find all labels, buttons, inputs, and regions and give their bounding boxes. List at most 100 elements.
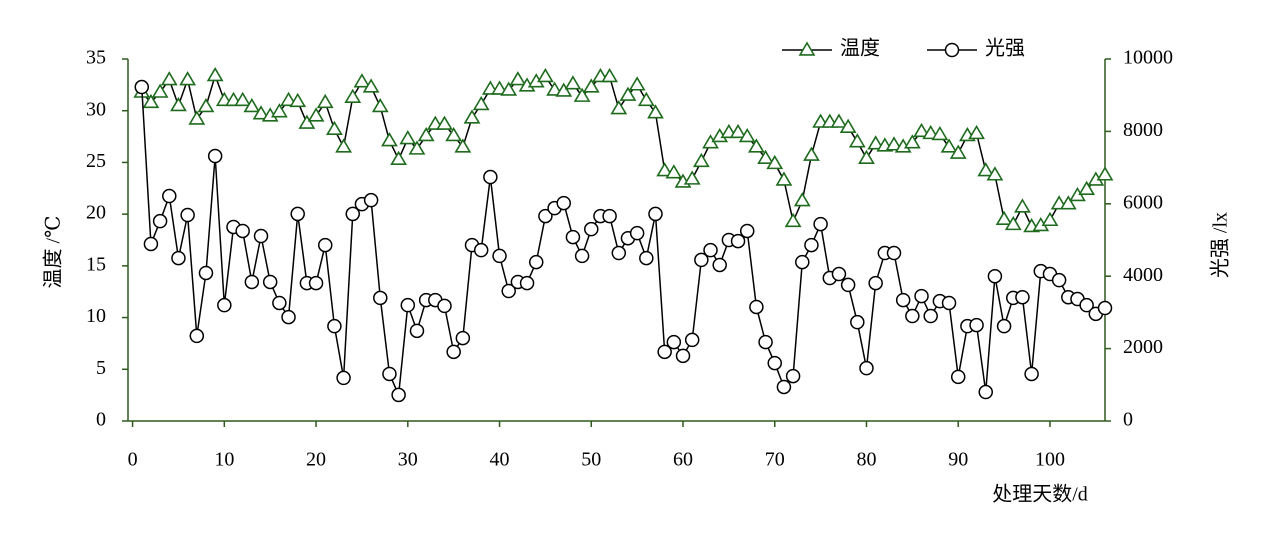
data-point	[501, 283, 516, 299]
data-point	[206, 66, 224, 82]
data-point	[913, 122, 930, 138]
y2-axis-label: 光强 /lx	[1209, 212, 1232, 278]
data-point	[683, 170, 701, 185]
data-point	[628, 76, 646, 91]
data-point	[408, 140, 426, 155]
data-point	[905, 308, 920, 324]
x-tick-label: 60	[673, 449, 693, 471]
data-point	[830, 113, 848, 128]
data-point	[584, 221, 599, 237]
data-point	[537, 68, 554, 83]
data-point	[738, 127, 756, 143]
data-point	[446, 344, 461, 360]
data-point	[445, 126, 463, 142]
data-point	[803, 146, 820, 161]
data-point	[941, 295, 957, 311]
data-point	[730, 233, 746, 249]
data-point	[345, 206, 361, 222]
data-point	[1041, 211, 1059, 227]
y2-tick-label: 2000	[1123, 336, 1163, 358]
data-point	[362, 78, 380, 93]
data-point	[675, 348, 691, 364]
data-point	[417, 126, 435, 142]
data-point	[564, 75, 582, 90]
data-point	[602, 208, 617, 224]
data-point	[197, 97, 215, 113]
data-point	[656, 162, 674, 177]
y-tick-label: 20	[86, 202, 106, 224]
data-point	[317, 237, 333, 253]
y-tick-label: 5	[96, 357, 106, 379]
data-point	[694, 252, 709, 268]
data-point	[519, 275, 535, 291]
data-point	[1059, 195, 1077, 210]
data-point	[574, 248, 590, 264]
data-point	[1079, 297, 1094, 313]
data-point	[327, 318, 342, 334]
data-point	[739, 223, 755, 239]
data-point	[252, 105, 270, 120]
data-point	[895, 292, 911, 308]
data-point	[996, 318, 1012, 334]
data-point	[152, 213, 168, 229]
data-point	[712, 257, 727, 273]
data-point	[848, 133, 866, 148]
data-point	[1097, 300, 1113, 316]
data-point	[538, 208, 553, 224]
data-point	[995, 210, 1013, 226]
data-point	[162, 188, 177, 204]
data-point	[692, 152, 710, 168]
y2-tick-label: 4000	[1123, 264, 1163, 286]
x-axis-label: 处理天数/d	[992, 483, 1088, 506]
y-tick-label: 10	[86, 305, 106, 327]
data-point	[244, 274, 260, 290]
data-point	[766, 154, 784, 170]
data-point	[217, 297, 232, 313]
y-tick-label: 30	[86, 98, 106, 120]
data-point	[601, 68, 619, 83]
y2-tick-label: 10000	[1123, 47, 1173, 69]
data-point	[556, 195, 572, 211]
legend-label: 光强	[985, 37, 1025, 60]
data-point	[363, 192, 379, 208]
data-point	[665, 164, 683, 179]
x-tick-label: 100	[1035, 449, 1065, 471]
series-line	[141, 73, 1106, 228]
data-point	[795, 254, 810, 270]
data-point	[565, 229, 581, 245]
y2-tick-label: 8000	[1123, 119, 1163, 141]
data-point	[922, 124, 940, 140]
data-point	[986, 166, 1004, 181]
data-point	[914, 288, 929, 304]
x-tick-label: 80	[856, 449, 876, 471]
data-point	[151, 83, 169, 98]
data-point	[189, 328, 205, 344]
data-point	[767, 355, 782, 371]
data-point	[491, 80, 508, 95]
data-point	[886, 245, 902, 261]
data-point	[436, 115, 453, 130]
data-point	[666, 334, 682, 350]
data-point	[171, 250, 186, 266]
x-tick-label: 50	[581, 449, 601, 471]
data-point	[188, 110, 206, 125]
data-point	[637, 91, 655, 107]
data-point	[528, 254, 544, 270]
data-point	[804, 237, 819, 253]
data-point	[234, 91, 252, 107]
data-point	[143, 236, 159, 252]
y2-tick-label: 0	[1123, 409, 1133, 431]
data-point	[555, 82, 573, 97]
x-tick-label: 10	[214, 449, 234, 471]
data-point	[391, 387, 406, 403]
data-point	[500, 81, 518, 96]
data-point	[867, 135, 885, 150]
data-point	[473, 242, 489, 258]
data-point	[437, 298, 452, 314]
data-point	[1024, 366, 1039, 382]
data-point	[335, 138, 352, 153]
data-point	[290, 206, 305, 222]
data-point	[280, 91, 297, 107]
data-point	[949, 144, 967, 159]
y-tick-label: 15	[86, 253, 106, 275]
